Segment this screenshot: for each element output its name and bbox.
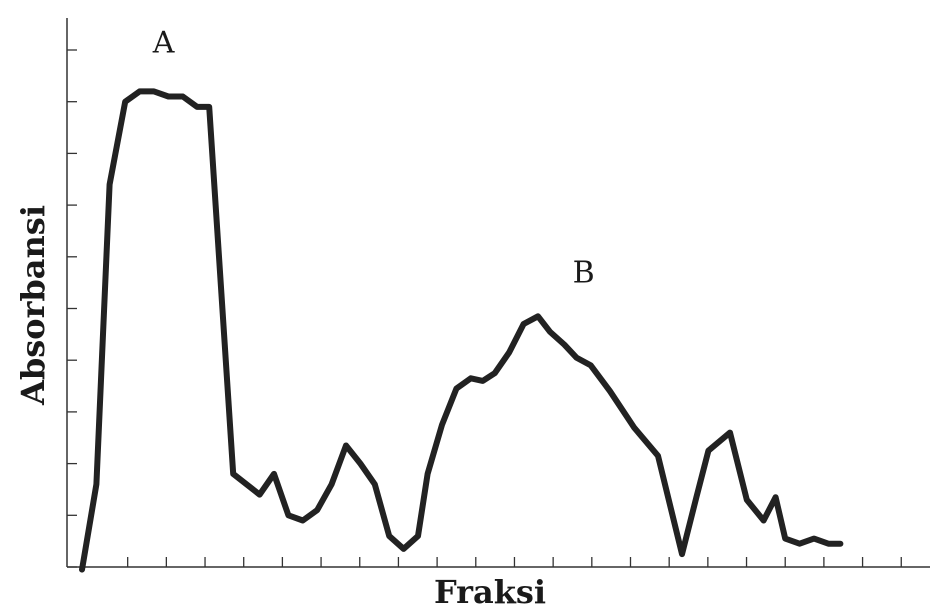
x-axis-label: Fraksi [434,573,546,605]
peak-label-a: A [152,26,175,61]
peak-label-b: B [573,256,595,291]
y-axis-label: Absorbansi [14,205,52,406]
chart-axes [66,18,930,568]
chart-series [79,88,844,573]
chart-annotations: AB [152,26,595,291]
series-line [79,88,844,573]
chart-ticks [67,49,902,568]
